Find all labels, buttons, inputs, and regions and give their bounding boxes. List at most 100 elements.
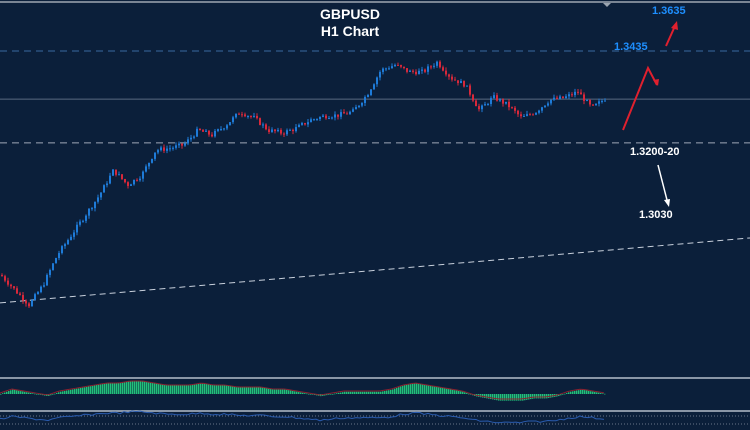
macd-bar bbox=[346, 391, 348, 394]
candle-body bbox=[22, 295, 24, 301]
candle-body bbox=[34, 294, 36, 300]
candle-body bbox=[277, 129, 279, 132]
macd-bar bbox=[92, 385, 94, 394]
macd-bar bbox=[186, 385, 188, 394]
macd-bar bbox=[58, 392, 60, 394]
macd-bar bbox=[336, 393, 338, 394]
candle-body bbox=[79, 221, 81, 225]
candle-body bbox=[415, 71, 417, 75]
macd-bar bbox=[350, 391, 352, 394]
macd-bar bbox=[78, 388, 80, 394]
candle-body bbox=[352, 109, 354, 112]
macd-bar bbox=[110, 383, 112, 394]
macd-bar bbox=[146, 381, 148, 394]
macd-bar bbox=[118, 383, 120, 394]
candle-body bbox=[412, 70, 414, 72]
candle-body bbox=[187, 139, 189, 144]
candle-body bbox=[28, 303, 30, 307]
candle-body bbox=[136, 179, 138, 181]
macd-bar bbox=[538, 394, 540, 399]
macd-bar bbox=[280, 389, 282, 394]
candle-body bbox=[319, 116, 321, 120]
candle-body bbox=[409, 70, 411, 72]
macd-bar bbox=[382, 391, 384, 394]
candle-body bbox=[214, 130, 216, 137]
macd-bar bbox=[228, 385, 230, 394]
candle-body bbox=[454, 79, 456, 81]
macd-bar bbox=[236, 387, 238, 394]
macd-bar bbox=[506, 394, 508, 401]
macd-bar bbox=[520, 394, 522, 401]
macd-bar bbox=[434, 386, 436, 394]
candle-body bbox=[430, 66, 432, 68]
candle-body bbox=[220, 128, 222, 130]
macd-bar bbox=[276, 389, 278, 394]
candle-body bbox=[364, 97, 366, 103]
macd-bar bbox=[438, 387, 440, 394]
macd-bar bbox=[30, 392, 32, 394]
rsi-line bbox=[0, 410, 605, 424]
macd-bar bbox=[232, 386, 234, 394]
macd-bar bbox=[498, 394, 500, 401]
macd-bar bbox=[122, 382, 124, 394]
candle-body bbox=[25, 300, 27, 304]
candle-body bbox=[184, 143, 186, 146]
candle-body bbox=[208, 130, 210, 135]
candle-body bbox=[52, 263, 54, 270]
candle-body bbox=[316, 119, 318, 121]
candle-body bbox=[307, 122, 309, 125]
candle-body bbox=[547, 103, 549, 106]
candle-body bbox=[310, 119, 312, 123]
macd-bar bbox=[22, 391, 24, 394]
candle-body bbox=[88, 208, 90, 216]
candle-body bbox=[109, 175, 111, 184]
macd-bar bbox=[298, 392, 300, 394]
macd-bar bbox=[598, 392, 600, 394]
macd-bar bbox=[308, 393, 310, 395]
candle-body bbox=[127, 182, 129, 186]
candle-body bbox=[583, 94, 585, 101]
macd-bar bbox=[496, 394, 498, 401]
macd-bar bbox=[312, 394, 314, 395]
candle-body bbox=[139, 178, 141, 181]
macd-bar bbox=[10, 390, 12, 394]
macd-bar bbox=[494, 394, 496, 400]
candle-body bbox=[118, 174, 120, 176]
macd-bar bbox=[114, 383, 116, 394]
macd-bar bbox=[126, 381, 128, 394]
candle-body bbox=[313, 119, 315, 121]
candle-body bbox=[373, 84, 375, 90]
candle-body bbox=[193, 136, 195, 138]
candle-body bbox=[181, 143, 183, 146]
macd-bar bbox=[584, 390, 586, 394]
candle-body bbox=[94, 201, 96, 209]
candle-body bbox=[67, 240, 69, 245]
macd-bar bbox=[500, 394, 502, 401]
candle-body bbox=[595, 103, 597, 106]
macd-bar bbox=[358, 391, 360, 394]
candle-body bbox=[301, 123, 303, 125]
macd-bar bbox=[16, 390, 18, 394]
macd-bar bbox=[448, 389, 450, 394]
macd-bar bbox=[468, 393, 470, 395]
candle-body bbox=[55, 258, 57, 264]
macd-bar bbox=[568, 392, 570, 394]
macd-bar bbox=[534, 394, 536, 399]
candle-body bbox=[37, 292, 39, 295]
macd-bar bbox=[220, 385, 222, 394]
candle-body bbox=[529, 114, 531, 116]
macd-bar bbox=[26, 392, 28, 394]
candle-body bbox=[10, 284, 12, 287]
trendline bbox=[0, 237, 750, 304]
macd-bar bbox=[270, 389, 272, 394]
macd-bar bbox=[140, 380, 142, 394]
macd-bar bbox=[104, 383, 106, 394]
macd-bar bbox=[416, 383, 418, 394]
macd-bar bbox=[284, 389, 286, 394]
macd-bar bbox=[266, 388, 268, 394]
macd-bar bbox=[224, 385, 226, 394]
macd-bar bbox=[152, 382, 154, 394]
candle-body bbox=[418, 70, 420, 75]
candle-body bbox=[73, 232, 75, 237]
